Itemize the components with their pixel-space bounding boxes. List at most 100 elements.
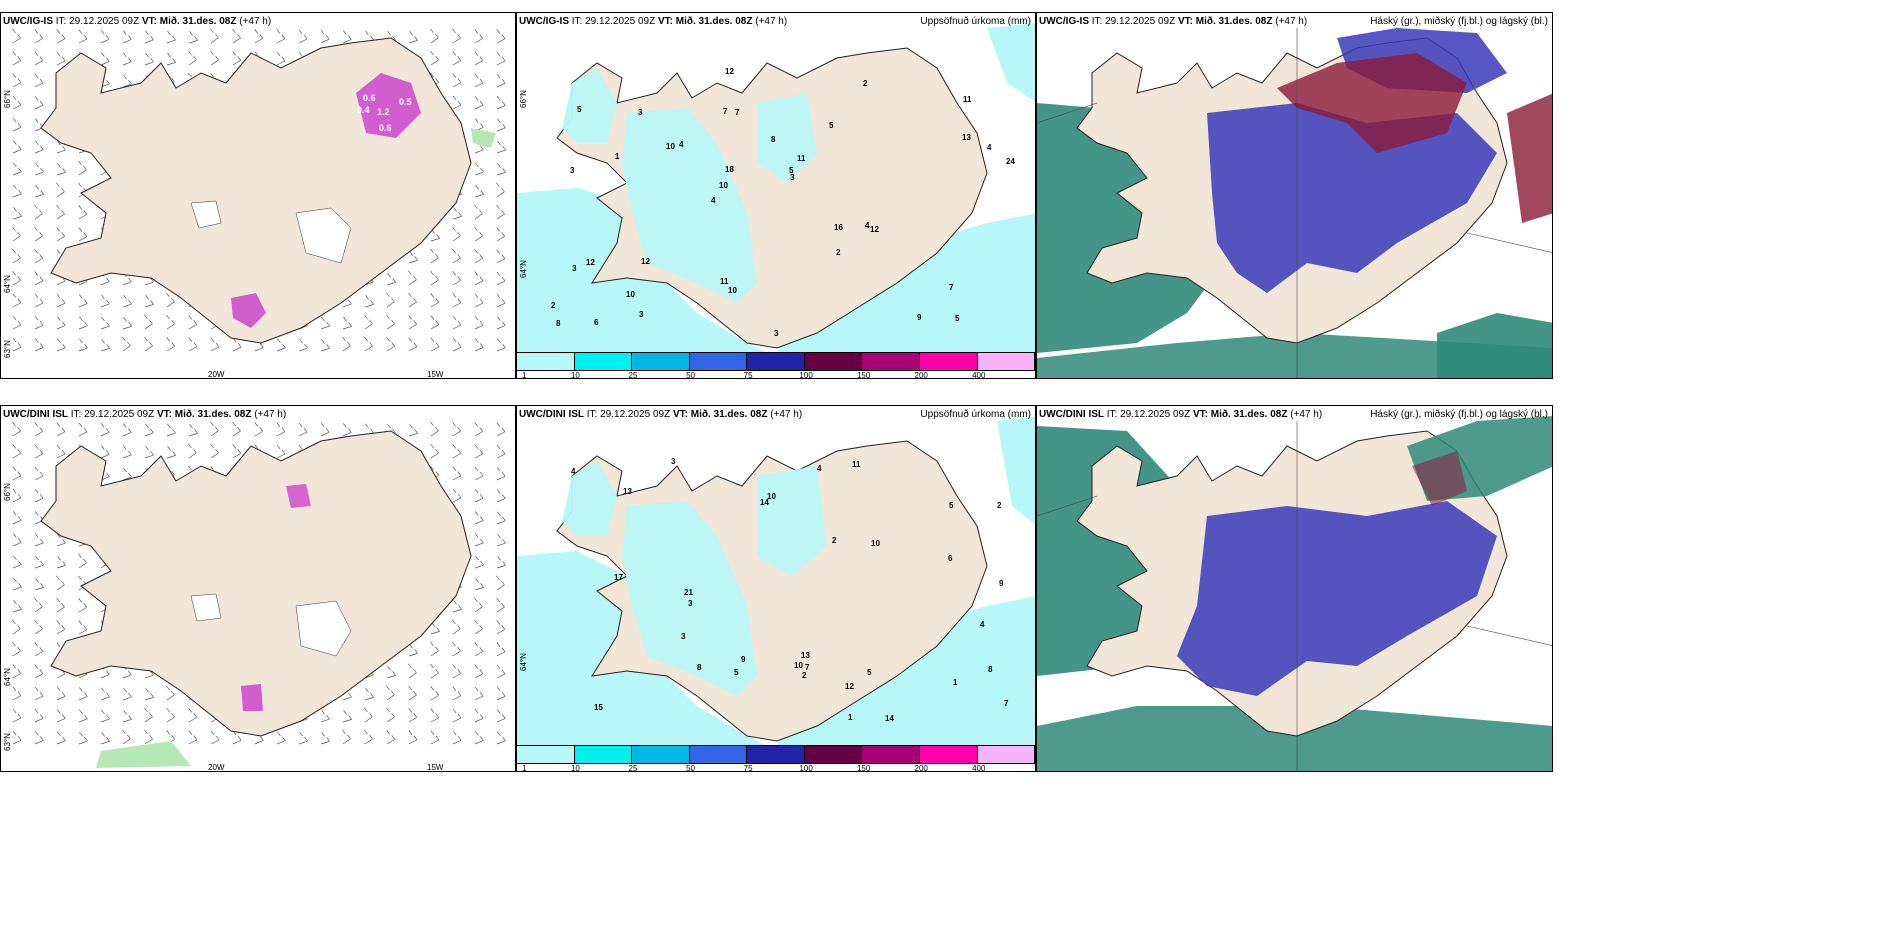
wind-barb [496,316,506,330]
wind-barb [78,422,88,437]
panel-title-right: Háský (gr.), miðský (fj.bl.) og lágský (… [1370,409,1548,420]
wind-barb [386,685,395,701]
panel-header: UWC/IG-IS IT: 29.12.2025 09Z VT: Mið. 31… [3,16,272,27]
wind-barb [100,29,110,44]
wind-barb [100,732,110,745]
wind-barb [386,707,395,723]
wind-barb [34,249,43,264]
wind-barb [232,28,241,44]
colorbar-cell [517,353,575,370]
precip-colorbar: 1 10 25 50 75 100 150 200 400 [517,352,1035,378]
wind-barb [496,163,506,176]
rain-area [96,741,191,768]
colorbar-labels: 1 10 25 50 75 100 150 200 400 [517,764,1035,772]
wind-barb [408,270,417,286]
wind-barb [320,422,330,437]
wind-barb [12,95,22,110]
wind-barb [166,30,176,44]
wind-barb [474,315,484,330]
precip-value-label: 10 [666,142,675,151]
precip-value-label: 10 [871,539,880,548]
colorbar-tick-label: 400 [972,371,986,379]
wind-barb [408,315,417,330]
wind-barb [342,710,352,723]
wind-barb [298,731,308,745]
wind-barb [474,488,484,503]
wind-barb [474,597,483,613]
wind-barb [364,295,374,308]
wind-barb [56,227,65,242]
wind-barb [12,664,21,679]
wind-barb [452,619,461,635]
colorbar-tick-label: 150 [856,371,871,379]
wind-barb [298,422,308,437]
precip-value-label: 11 [720,277,729,286]
wind-barb [408,31,418,44]
precip-value-label: 10 [626,290,635,299]
wind-barb [320,29,330,44]
colorbar-cell [689,353,748,370]
precip-value-label: 12 [845,682,854,691]
wind-barb [12,444,21,459]
wind-barb [166,314,175,330]
precip-value-label: 4 [865,221,870,230]
wind-barb [122,687,132,701]
wind-barb [188,424,198,437]
wind-barb [12,619,21,635]
wind-barb [34,597,43,613]
precip-value-label: 7 [735,108,740,117]
wind-barb [12,140,22,154]
wind-barb [56,422,66,437]
wind-barb [144,52,154,66]
map-wind-snow-bottom [12,421,506,768]
wind-barb [430,270,439,286]
wind-barb [496,293,506,308]
wind-barb [408,337,418,352]
wind-barb [474,95,484,110]
colorbar-cells [517,352,1035,371]
wind-barb [12,337,22,352]
wind-barb [12,293,22,308]
snow-area [286,484,311,508]
wind-barb [100,687,110,701]
wind-barb [474,51,484,66]
snow-area [231,293,266,328]
wind-barb [166,446,176,459]
wind-barb [320,709,330,723]
precip-value-label: 13 [623,487,632,496]
wind-barb [34,642,43,657]
wind-barb [166,423,176,437]
wind-barb [34,73,44,88]
wind-barb [474,708,484,723]
panel-title-right: Háský (gr.), miðský (fj.bl.) og lágský (… [1370,16,1548,27]
precip-area [622,501,757,696]
white-gap [295,600,352,657]
wind-barb [496,533,506,547]
wind-barb [78,227,88,242]
precip-value-label: 10 [728,286,737,295]
lat-label: 66°N [3,90,12,108]
precip-value-label: 11 [797,154,806,163]
wind-barb [122,52,132,66]
wind-barb [78,338,88,352]
wind-barb [430,248,439,264]
wind-barb [276,51,286,66]
wind-barb [452,600,462,613]
cloud-high [1412,451,1467,506]
wind-barb [232,421,241,437]
precip-value-label: 4 [679,140,684,149]
precip-value-label: 7 [1004,699,1009,708]
precip-value-label: 4 [711,196,716,205]
wind-barb [56,597,65,613]
wind-barb [474,162,484,176]
precip-value-label: 8 [556,319,561,328]
wind-barb [430,337,440,352]
wind-barb [474,422,483,437]
colorbar-tick-label: 50 [686,764,695,772]
precip-value-label: 5 [955,314,960,323]
wind-barb [474,226,483,242]
wind-barb [452,686,462,701]
wind-barb [320,339,330,352]
wind-barb [12,184,22,198]
wind-barb [78,687,88,701]
